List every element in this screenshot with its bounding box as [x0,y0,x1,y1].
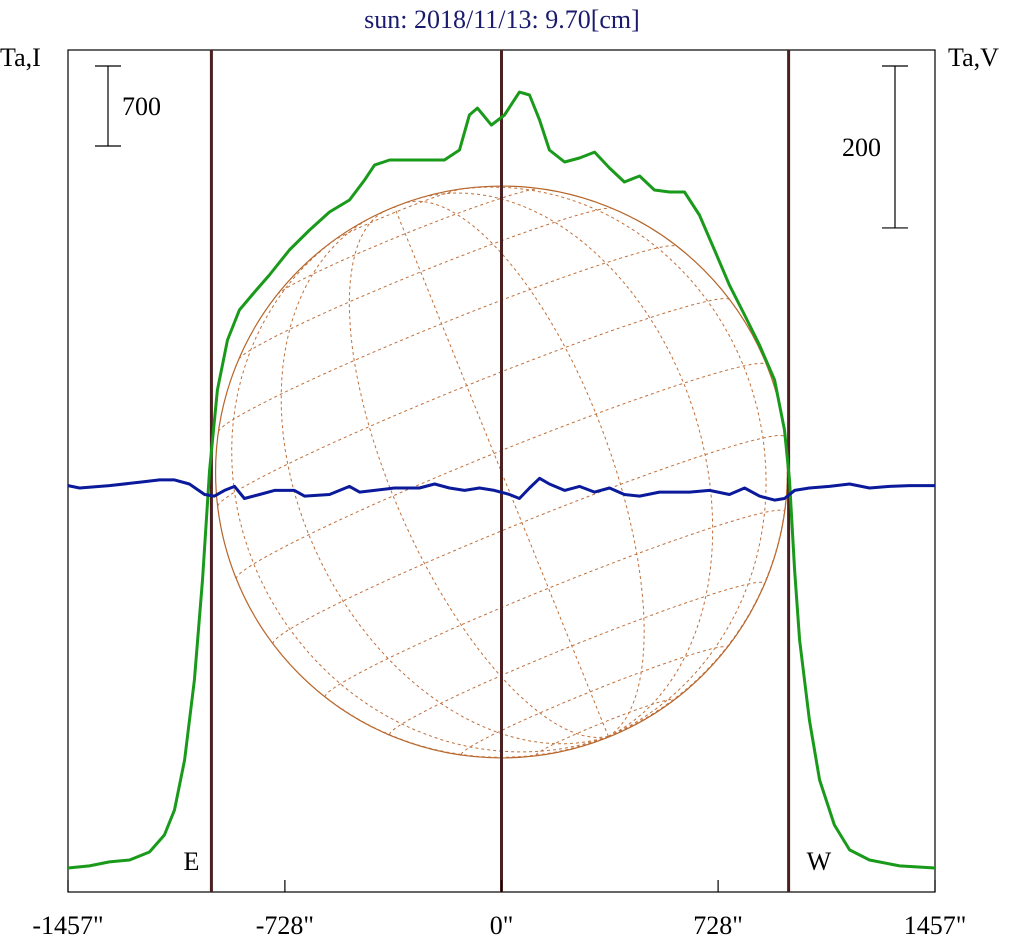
sun-disk [214,185,789,759]
disk-parallel [272,435,786,644]
scale-bar-label: 200 [842,133,881,162]
x-tick-label: 1457" [904,911,967,940]
disk-parallel [235,362,767,580]
x-tick-label: 0" [490,911,514,940]
disk-meridian [414,192,714,737]
x-tick-label: 728" [693,911,743,940]
y2-axis-label: Ta,V [948,43,999,72]
disk-meridian [394,206,609,737]
disk-meridian [404,200,645,737]
disk-parallel [324,509,785,697]
limb-label: E [184,847,200,876]
series-line [67,476,935,502]
limb-label: W [807,847,832,876]
disk-meridian [447,186,767,737]
disk-meridian [348,211,609,739]
y-axis-label: Ta,I [0,43,41,72]
disk-parallel [461,646,727,755]
disk-parallel [277,188,540,295]
disk-parallel [535,698,674,756]
disk-meridian [231,231,609,753]
disk-parallel [389,581,765,735]
scale-bar-label: 700 [122,92,161,121]
chart-title: sun: 2018/11/13: 9.70[cm] [364,5,640,34]
x-tick-label: -728" [256,911,314,940]
x-tick-label: -1457" [32,911,103,940]
disk-parallel [217,298,730,507]
disk-parallel [218,245,678,432]
series-line [67,90,936,870]
